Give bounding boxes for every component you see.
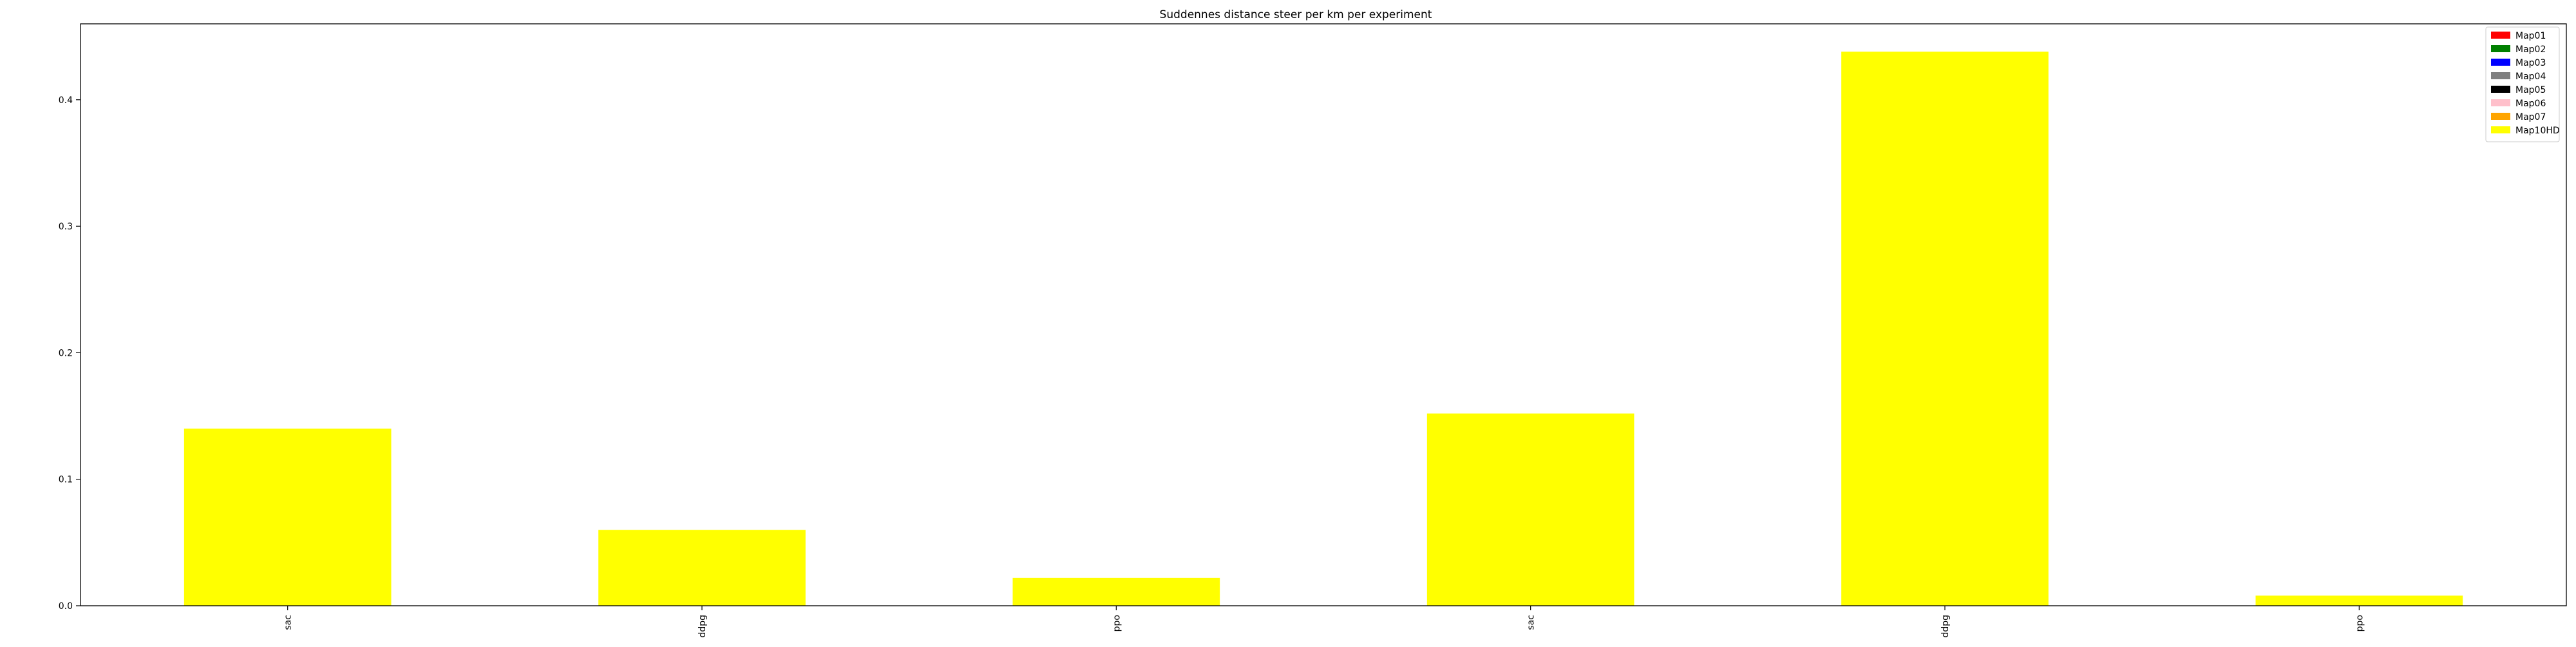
legend-label: Map05 [2515,85,2546,95]
legend-label: Map06 [2515,99,2546,109]
bar-2 [598,530,806,606]
x-tick-label: ddpg [1940,615,1951,638]
legend-swatch [2491,72,2510,79]
bar-4 [1426,413,1634,606]
legend-swatch [2491,86,2510,93]
x-tick-label: sac [283,615,294,630]
legend-label: Map04 [2515,72,2546,82]
legend-swatch [2491,59,2510,66]
legend-swatch [2491,45,2510,52]
y-tick-label: 0.4 [59,95,73,106]
legend-label: Map07 [2515,112,2546,122]
legend-swatch [2491,32,2510,39]
x-tick-label: ppo [2354,615,2365,632]
y-tick-label: 0.1 [59,475,73,485]
axes-layer: 0.0 0.1 0.2 0.3 0.4 sac ddpg ppo sac ddpg ppo [59,23,2567,638]
y-tick-label: 0.2 [59,348,73,358]
y-tick-label: 0.0 [59,601,73,612]
bar-1 [184,429,392,606]
legend-label: Map02 [2515,44,2546,55]
legend-label: Map10HD [2515,126,2560,136]
legend-label: Map03 [2515,58,2546,68]
bar-6 [2255,595,2463,606]
legend-label: Map01 [2515,31,2546,41]
bar-5 [1841,52,2049,606]
chart-title: Suddennes distance steer per km per expe… [1160,8,1432,21]
bar-3 [1012,577,1220,606]
legend-swatch [2491,113,2510,120]
x-tick-label: sac [1526,615,1537,630]
plot-frame [80,23,2567,606]
legend-swatch [2491,126,2510,133]
bars-layer [184,52,2463,606]
x-tick-label: ppo [1112,615,1122,632]
x-tick-label: ddpg [697,615,708,638]
y-tick-label: 0.3 [59,222,73,232]
legend-swatch [2491,99,2510,106]
legend: Map01 Map02 Map03 Map04 Map05 Map06 Map07 Map10… [2485,26,2560,142]
